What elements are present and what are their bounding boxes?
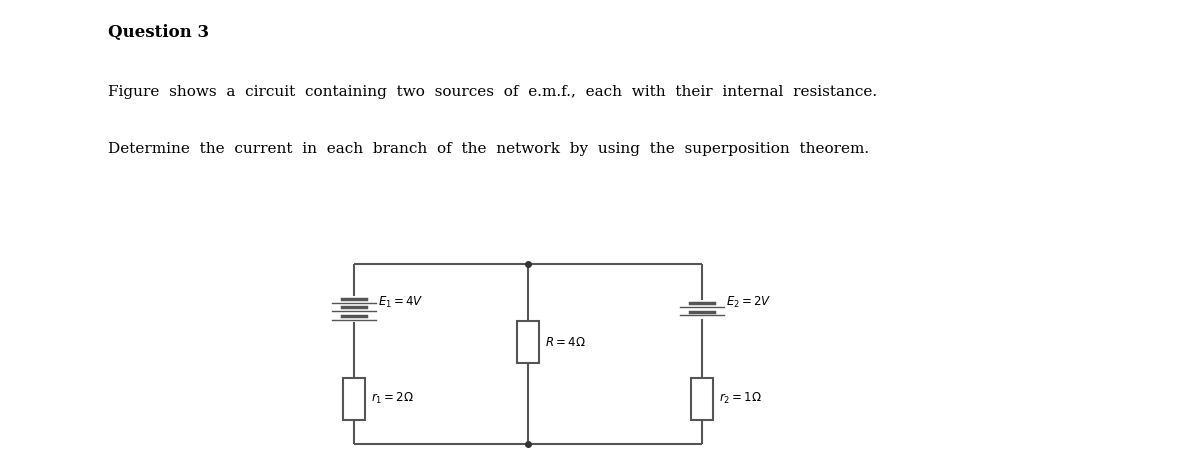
Text: $r_2=1\Omega$: $r_2=1\Omega$ (719, 391, 762, 406)
Text: Determine  the  current  in  each  branch  of  the  network  by  using  the  sup: Determine the current in each branch of … (108, 142, 869, 156)
Text: $E_1=4V$: $E_1=4V$ (378, 295, 424, 310)
Bar (691, 378, 713, 420)
Bar (517, 321, 539, 363)
Text: $E_2=2V$: $E_2=2V$ (726, 295, 772, 310)
Text: Question 3: Question 3 (108, 24, 209, 41)
Bar (343, 378, 365, 420)
Text: $R=4\Omega$: $R=4\Omega$ (545, 336, 586, 349)
Text: Figure  shows  a  circuit  containing  two  sources  of  e.m.f.,  each  with  th: Figure shows a circuit containing two so… (108, 85, 877, 99)
Text: $r_1=2\Omega$: $r_1=2\Omega$ (371, 391, 414, 406)
